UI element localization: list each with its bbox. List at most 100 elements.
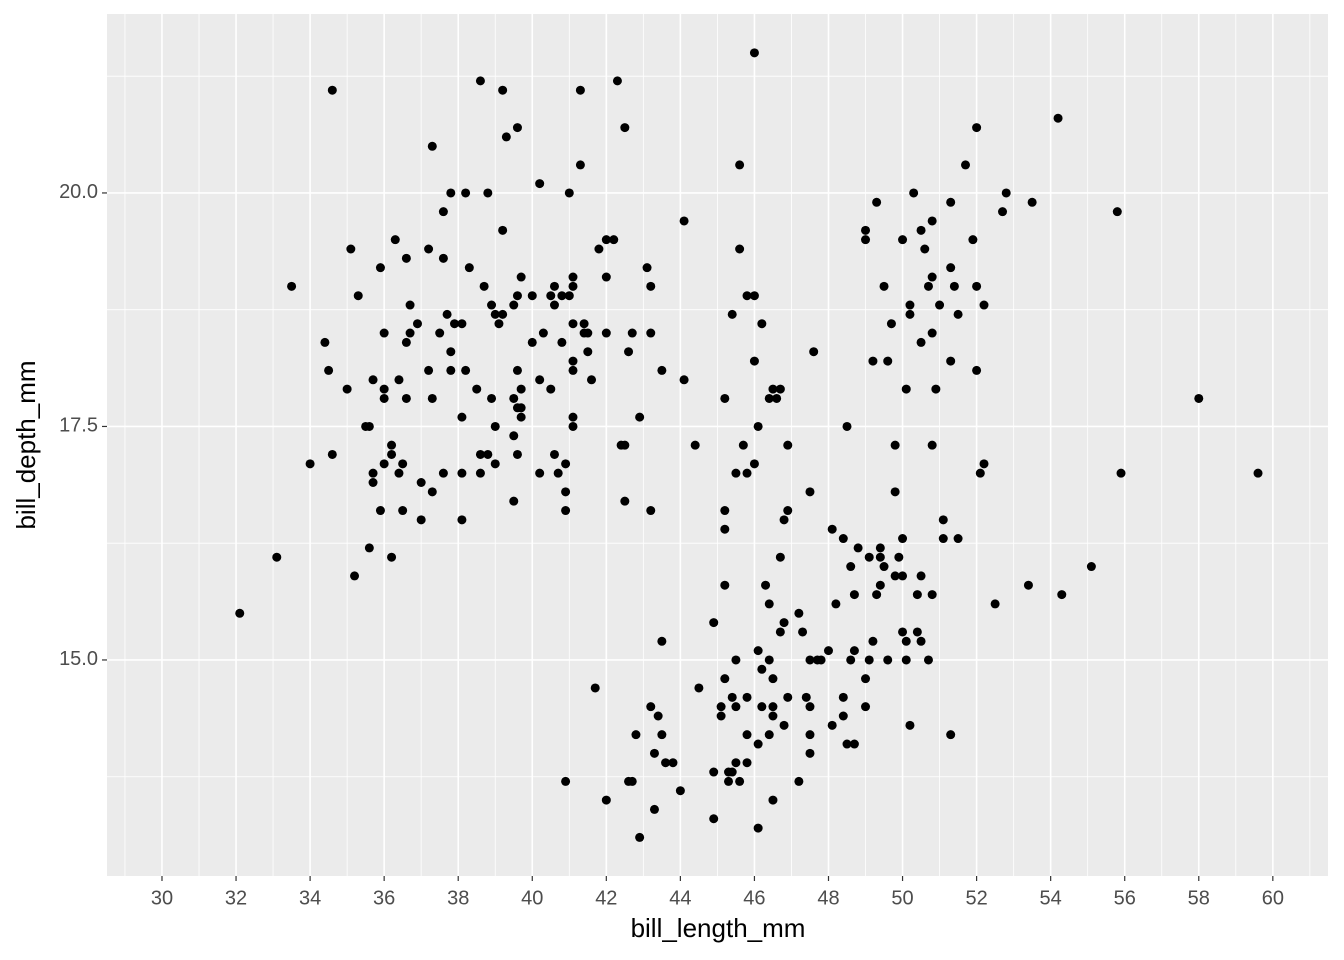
- point: [1053, 113, 1063, 123]
- point: [768, 711, 778, 721]
- point: [916, 571, 926, 581]
- point: [694, 683, 704, 693]
- point: [960, 160, 970, 170]
- point: [764, 655, 774, 665]
- point: [438, 253, 448, 263]
- point: [657, 365, 667, 375]
- point: [953, 309, 963, 319]
- point: [1057, 590, 1067, 600]
- x-tick-label: 46: [743, 887, 765, 909]
- point: [883, 655, 893, 665]
- point: [946, 730, 956, 740]
- point: [353, 291, 363, 301]
- point: [886, 319, 896, 329]
- point: [720, 674, 730, 684]
- point: [498, 225, 508, 235]
- point: [509, 496, 519, 506]
- point: [849, 739, 859, 749]
- point: [716, 702, 726, 712]
- point: [527, 291, 537, 301]
- point: [1086, 562, 1096, 572]
- point: [727, 692, 737, 702]
- point: [412, 319, 422, 329]
- x-tick-label: 50: [891, 887, 913, 909]
- point: [731, 468, 741, 478]
- point: [583, 347, 593, 357]
- x-tick-label: 44: [669, 887, 691, 909]
- point: [564, 291, 574, 301]
- x-tick-label: 60: [1262, 887, 1284, 909]
- point: [487, 393, 497, 403]
- point: [575, 160, 585, 170]
- point: [457, 319, 467, 329]
- point: [794, 608, 804, 618]
- point: [764, 393, 774, 403]
- point: [390, 235, 400, 245]
- point: [909, 188, 919, 198]
- point: [446, 365, 456, 375]
- x-tick-label: 52: [965, 887, 987, 909]
- point: [864, 552, 874, 562]
- point: [401, 253, 411, 263]
- point: [905, 309, 915, 319]
- point: [775, 384, 785, 394]
- point: [916, 225, 926, 235]
- point: [549, 449, 559, 459]
- point: [783, 440, 793, 450]
- point: [690, 440, 700, 450]
- point: [424, 244, 434, 254]
- x-tick-label: 58: [1188, 887, 1210, 909]
- point: [379, 459, 389, 469]
- point: [720, 506, 730, 516]
- point: [898, 627, 908, 637]
- point: [827, 720, 837, 730]
- point: [679, 216, 689, 226]
- point: [546, 384, 556, 394]
- point: [842, 739, 852, 749]
- point: [512, 449, 522, 459]
- point: [979, 300, 989, 310]
- point: [972, 365, 982, 375]
- point: [398, 506, 408, 516]
- point: [972, 123, 982, 133]
- point: [394, 468, 404, 478]
- point: [794, 776, 804, 786]
- point: [327, 85, 337, 95]
- point: [861, 235, 871, 245]
- point: [535, 468, 545, 478]
- point: [601, 328, 611, 338]
- point: [394, 375, 404, 385]
- point: [375, 506, 385, 516]
- point: [905, 300, 915, 310]
- point: [561, 776, 571, 786]
- point: [709, 767, 719, 777]
- point: [342, 384, 352, 394]
- point: [742, 758, 752, 768]
- point: [753, 739, 763, 749]
- point: [498, 85, 508, 95]
- point: [749, 48, 759, 58]
- point: [568, 281, 578, 291]
- point: [435, 328, 445, 338]
- point: [875, 552, 885, 562]
- point: [624, 347, 634, 357]
- x-axis-title: bill_length_mm: [631, 913, 806, 943]
- point: [324, 365, 334, 375]
- point: [731, 758, 741, 768]
- point: [838, 692, 848, 702]
- point: [475, 468, 485, 478]
- point: [742, 291, 752, 301]
- point: [831, 599, 841, 609]
- point: [838, 711, 848, 721]
- x-tick-label: 48: [817, 887, 839, 909]
- point: [512, 365, 522, 375]
- x-tick-label: 40: [521, 887, 543, 909]
- point: [379, 393, 389, 403]
- point: [346, 244, 356, 254]
- point: [646, 328, 656, 338]
- point: [635, 832, 645, 842]
- point: [783, 692, 793, 702]
- point: [483, 188, 493, 198]
- point: [905, 720, 915, 730]
- point: [527, 337, 537, 347]
